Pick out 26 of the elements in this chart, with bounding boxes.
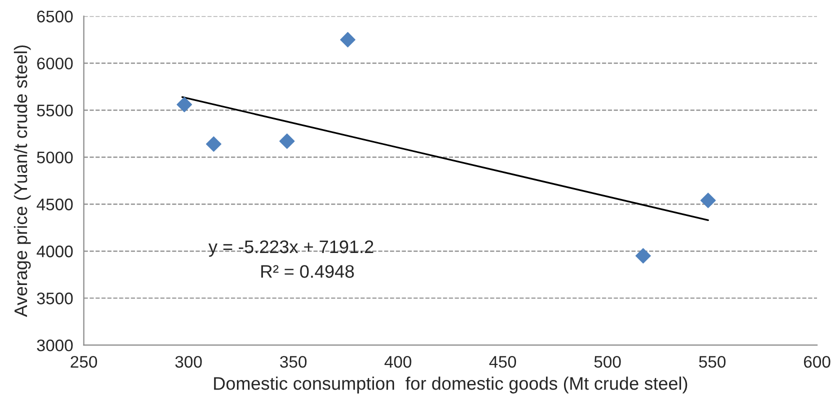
point xyxy=(635,248,651,264)
x-tick-label: 300 xyxy=(175,356,202,368)
point xyxy=(700,192,716,208)
point xyxy=(279,134,295,149)
y-tick-label: 6500 xyxy=(37,10,73,22)
point xyxy=(176,96,192,112)
annotation: y = -5.223x + 7191.2 xyxy=(208,240,374,257)
annotation: R² = 0.4948 xyxy=(261,265,354,278)
x-tick-label: 550 xyxy=(699,356,726,368)
y-tick-label: 5500 xyxy=(36,104,73,116)
x-tick-label: 400 xyxy=(384,356,412,368)
x-tick-label: 500 xyxy=(594,356,621,368)
y-tick-label: 3500 xyxy=(36,292,73,304)
x-tick-label: 450 xyxy=(489,356,516,368)
point xyxy=(340,32,356,48)
y-tick-label: 5000 xyxy=(36,152,73,164)
x-tick-label: 250 xyxy=(70,356,98,368)
y-tick-label: 4500 xyxy=(36,198,73,210)
x-tick-label: 350 xyxy=(280,356,307,368)
y-tick-label: 4000 xyxy=(36,246,73,258)
y-tick-label: 3000 xyxy=(36,340,73,352)
y-axis-title: Average price (Yuan/t crude steel) xyxy=(14,45,31,317)
y-tick-label: 6000 xyxy=(37,58,73,70)
x-axis-title: Domestic consumption for domestic goods (Mt crude steel) xyxy=(214,376,688,394)
x-tick-label: 600 xyxy=(804,356,830,368)
point xyxy=(206,136,222,152)
